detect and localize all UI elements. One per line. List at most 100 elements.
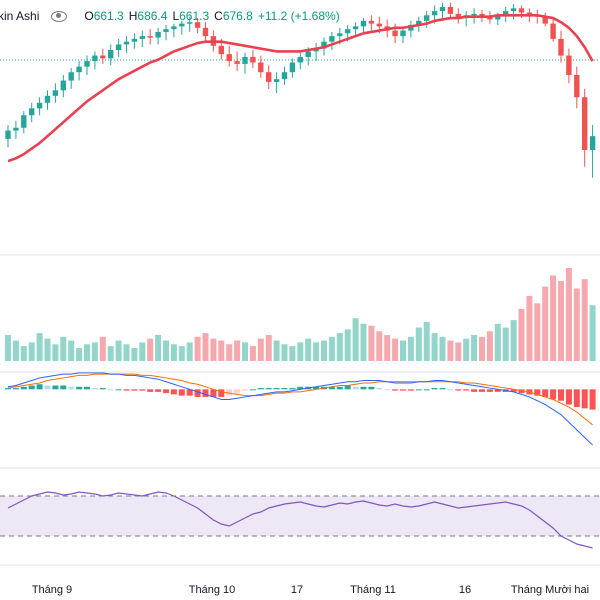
macd-histogram-bar — [479, 389, 485, 392]
volume-bar — [534, 303, 541, 361]
high-value: 686.4 — [137, 9, 168, 23]
candle-body — [424, 15, 430, 21]
macd-histogram-bar — [344, 385, 351, 390]
macd-histogram-bar — [431, 388, 438, 390]
macd-histogram-bar — [186, 389, 193, 396]
volume-bar — [155, 334, 162, 361]
macd-histogram-bar — [91, 388, 98, 390]
candle-body — [439, 6, 446, 12]
macd-histogram-bar — [439, 388, 446, 390]
macd-histogram-bar — [423, 389, 430, 391]
volume-bar — [423, 321, 430, 361]
volume-bar — [558, 281, 564, 361]
macd-histogram-bar — [384, 389, 391, 391]
volume-bar — [336, 333, 343, 361]
candle-body — [273, 79, 280, 82]
candle-body — [100, 55, 106, 59]
open-value: 661.3 — [93, 9, 124, 23]
volume-bar — [115, 340, 122, 361]
volume-bar — [510, 320, 517, 361]
macd-histogram-bar — [415, 389, 422, 391]
macd-histogram-bar — [368, 386, 375, 390]
macd-histogram-bar — [76, 386, 83, 390]
volume-bar — [84, 344, 90, 361]
rsi-pane — [0, 491, 600, 549]
volume-bar — [400, 340, 406, 361]
volume-bar — [273, 340, 280, 361]
candle-body — [163, 29, 169, 32]
macd-histogram-bar — [407, 389, 414, 391]
signal-line — [7, 373, 593, 426]
volume-bar — [368, 325, 375, 361]
volume-bar — [20, 346, 27, 361]
macd-histogram-bar — [360, 386, 367, 390]
candle-body — [187, 22, 193, 24]
candle-body — [360, 20, 367, 27]
macd-histogram-bar — [313, 386, 320, 390]
volume-bar — [289, 346, 296, 361]
volume-bar — [407, 336, 414, 361]
macd-histogram-bar — [455, 389, 462, 391]
macd-histogram-bar — [265, 388, 272, 390]
moving-average-line — [7, 13, 594, 163]
volume-bar — [186, 342, 193, 361]
candle-body — [313, 48, 319, 52]
macd-histogram-bar — [447, 389, 454, 391]
macd-histogram-bar — [494, 389, 501, 392]
volume-bar — [99, 336, 106, 361]
volume-bar — [194, 336, 201, 361]
candle-body — [368, 20, 375, 24]
volume-bar — [249, 346, 256, 361]
volume-bar — [589, 305, 596, 361]
macd-histogram-bar — [52, 385, 59, 390]
candle-body — [337, 33, 343, 37]
candle-body — [503, 11, 509, 16]
volume-bar — [265, 334, 272, 361]
macd-histogram-bar — [36, 384, 43, 390]
candle-body — [495, 15, 501, 20]
candle-body — [52, 90, 59, 96]
candle-body — [392, 30, 398, 37]
candle-body — [68, 72, 74, 81]
volume-bar — [502, 327, 509, 361]
eye-icon[interactable] — [51, 10, 68, 22]
candle-body — [139, 36, 145, 39]
candle-body — [234, 61, 240, 64]
volume-bar — [384, 334, 391, 361]
candle-body — [431, 11, 438, 16]
volume-bar — [91, 342, 98, 361]
volume-bar — [542, 286, 549, 361]
candle-body — [297, 56, 303, 63]
candle-body — [408, 25, 414, 31]
volume-bar — [218, 340, 225, 361]
macd-histogram-bar — [273, 388, 280, 390]
macd-histogram-bar — [589, 389, 596, 410]
macd-histogram-bar — [471, 389, 478, 392]
macd-histogram-bar — [99, 388, 106, 390]
macd-line — [7, 372, 593, 446]
volume-bar — [36, 333, 43, 361]
change-value: +11.2 (+1.68%) — [257, 9, 340, 23]
volume-bar — [123, 344, 130, 361]
macd-histogram-bar — [234, 389, 241, 394]
candle-body — [471, 13, 477, 16]
macd-histogram-bar — [297, 386, 304, 390]
candle-body — [566, 55, 572, 75]
price-pane — [0, 2, 600, 178]
volume-bar — [163, 340, 169, 361]
macd-histogram-bar — [565, 389, 572, 405]
volume-bar — [392, 338, 399, 361]
candle-body — [574, 75, 580, 98]
volume-bar — [431, 333, 438, 361]
macd-histogram-bar — [163, 389, 169, 394]
chart-legend: kin Ashi O 661.3 H 686.4 L 661.3 C 676.8 +11… — [0, 6, 340, 26]
candle-body — [171, 26, 177, 30]
macd-histogram-bar — [210, 389, 217, 397]
candle-body — [218, 45, 224, 55]
candle-body — [194, 22, 201, 28]
low-value: 661.3 — [179, 9, 210, 23]
x-axis-tick-label: Tháng 11 — [350, 584, 396, 596]
volume-bar — [518, 308, 525, 361]
open-label: O — [84, 9, 94, 23]
